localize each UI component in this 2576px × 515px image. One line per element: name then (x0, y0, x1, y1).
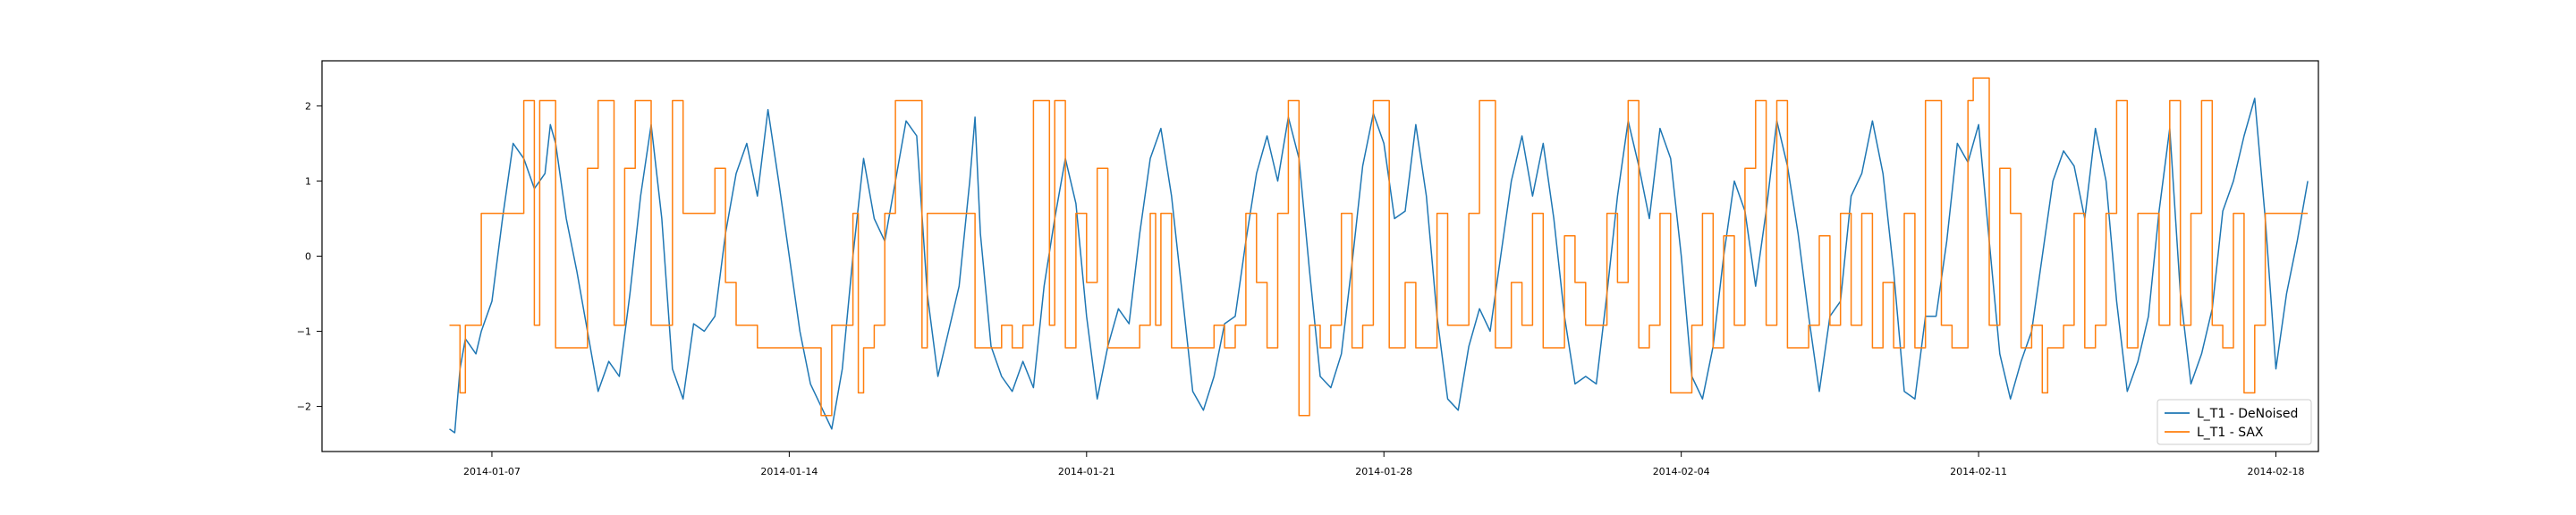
x-axis: 2014-01-07 2014-01-14 2014-01-21 2014-01-28… (463, 452, 2304, 477)
x-tick-label: 2014-02-11 (1950, 466, 2007, 477)
y-tick-label: 0 (305, 251, 311, 263)
axes-frame (321, 60, 2319, 452)
legend-label: L_T1 - SAX (2197, 426, 2264, 440)
y-tick-label: 2 (305, 100, 311, 112)
x-tick-label: 2014-01-07 (463, 466, 521, 477)
x-tick-label: 2014-01-21 (1058, 466, 1115, 477)
series-layer (449, 77, 2309, 434)
legend-box (2157, 399, 2312, 445)
x-tick-label: 2014-01-28 (1355, 466, 1412, 477)
y-tick-label: 1 (305, 175, 311, 187)
legend: L_T1 - DeNoised L_T1 - SAX (2157, 399, 2312, 445)
x-tick-label: 2014-02-18 (2248, 466, 2305, 477)
legend-label: L_T1 - DeNoised (2197, 407, 2298, 421)
series-line-denoised (449, 97, 2309, 434)
y-axis: 2 1 0 −1 −2 (297, 100, 322, 413)
y-tick-label: −1 (297, 326, 311, 338)
y-tick-label: −2 (297, 401, 311, 413)
x-tick-label: 2014-01-14 (760, 466, 818, 477)
x-tick-label: 2014-02-04 (1653, 466, 1710, 477)
plot-area (321, 60, 2319, 452)
series-line-sax (449, 77, 2309, 417)
